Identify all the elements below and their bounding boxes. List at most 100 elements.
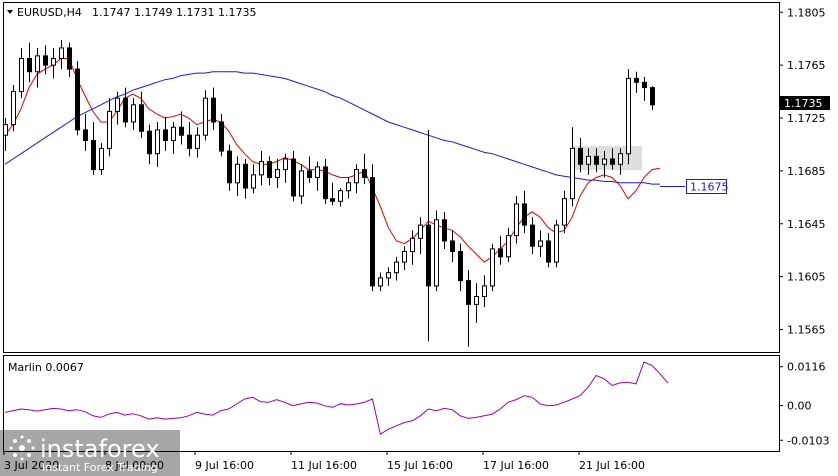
candle-bear bbox=[642, 81, 647, 89]
candle-bear bbox=[610, 158, 615, 165]
level-marker-label: 1.1675 bbox=[690, 181, 729, 194]
ma-slow-line bbox=[4, 71, 660, 185]
time-tick-label: 21 Jul 16:00 bbox=[579, 459, 645, 472]
candle-bull bbox=[131, 104, 136, 123]
dropdown-triangle-icon[interactable] bbox=[7, 10, 13, 14]
time-tick-label: 17 Jul 16:00 bbox=[483, 459, 549, 472]
candle-bull bbox=[107, 110, 112, 149]
candle-bull bbox=[203, 97, 208, 136]
candle-bull bbox=[586, 155, 591, 165]
candle-bear bbox=[458, 251, 463, 282]
candle-bear bbox=[450, 240, 455, 253]
candle-bull bbox=[618, 153, 623, 165]
candle-bear bbox=[91, 139, 96, 171]
candle-bull bbox=[562, 198, 567, 226]
price-axis: 1.1805 1.1765 1.1725 1.1685 1.1645 1.1605 1.15… bbox=[779, 6, 826, 337]
price-tick-label: 1.1565 bbox=[787, 324, 826, 337]
watermark: instaforex Instant Forex Trading bbox=[0, 430, 180, 476]
candle-bull bbox=[275, 169, 280, 178]
candle-bear bbox=[634, 77, 639, 83]
price-tick-label: 1.1765 bbox=[787, 59, 826, 72]
candle-bear bbox=[522, 203, 527, 226]
candle-bull bbox=[538, 240, 543, 247]
candle-bear bbox=[123, 97, 128, 123]
oscillator-axis: 0.0116 0.00 -0.0103 bbox=[779, 361, 829, 447]
candle-bull bbox=[171, 126, 176, 141]
price-tick-label: 1.1685 bbox=[787, 165, 826, 178]
candle-bull bbox=[299, 170, 304, 197]
price-pane-frame[interactable] bbox=[3, 2, 780, 353]
candle-bull bbox=[338, 190, 343, 202]
candle-bear bbox=[243, 163, 248, 189]
candle-bull bbox=[11, 91, 16, 126]
instaforex-logo-icon bbox=[9, 435, 35, 461]
candle-bull bbox=[51, 58, 56, 66]
candle-bear bbox=[323, 166, 328, 200]
watermark-backdrop bbox=[0, 430, 180, 476]
candle-bear bbox=[291, 158, 296, 197]
time-tick-label: 8 Jul 00:00 bbox=[105, 459, 164, 472]
candle-bear bbox=[27, 58, 32, 73]
ohlc-readout: 1.1747 1.1749 1.1731 1.1735 bbox=[92, 6, 256, 19]
candle-bear bbox=[578, 147, 583, 165]
candle-bull bbox=[514, 203, 519, 237]
candle-bear bbox=[219, 121, 224, 152]
osc-tick-label: 0.0116 bbox=[787, 361, 826, 374]
current-price-label: 1.1735 bbox=[784, 97, 823, 110]
candle-bull bbox=[155, 129, 160, 155]
candle-bull bbox=[3, 124, 8, 136]
candle-bear bbox=[147, 130, 152, 155]
candle-bull bbox=[235, 163, 240, 184]
price-tick-label: 1.1725 bbox=[787, 112, 826, 125]
candle-bull bbox=[410, 237, 415, 253]
candle-bull bbox=[259, 161, 264, 176]
candle-bear bbox=[466, 280, 471, 305]
candle-bull bbox=[554, 224, 559, 263]
candle-bull bbox=[474, 295, 479, 305]
time-axis: 3 Jul 2020 8 Jul 00:00 9 Jul 16:00 11 Jul 1… bbox=[3, 451, 645, 472]
candle-bear bbox=[650, 87, 655, 106]
candle-bear bbox=[330, 198, 335, 202]
ma-fast-line bbox=[4, 58, 661, 263]
watermark-brand: instaforex bbox=[40, 435, 160, 463]
candle-bear bbox=[67, 47, 72, 70]
candle-bear bbox=[75, 68, 80, 131]
price-tick-label: 1.1645 bbox=[787, 218, 826, 231]
oscillator-pane-frame[interactable] bbox=[3, 355, 780, 452]
symbol-label: EURUSD,H4 bbox=[17, 6, 82, 19]
candle-bear bbox=[43, 55, 48, 66]
candle-bear bbox=[362, 169, 367, 178]
candle-bull bbox=[386, 272, 391, 279]
candle-bull bbox=[346, 182, 351, 192]
candle-bull bbox=[378, 277, 383, 287]
marlin-line bbox=[4, 361, 669, 435]
ma-fast-layer bbox=[4, 58, 661, 263]
candle-bull bbox=[394, 261, 399, 274]
price-tick-label: 1.1605 bbox=[787, 271, 826, 284]
candle-bear bbox=[370, 177, 375, 287]
time-tick-label: 3 Jul 2020 bbox=[4, 459, 59, 472]
oscillator-layer bbox=[4, 361, 669, 435]
candle-bull bbox=[434, 219, 439, 287]
current-price-tag bbox=[780, 96, 830, 110]
candle-bear bbox=[179, 126, 184, 136]
candle-bull bbox=[602, 158, 607, 165]
candle-bull bbox=[626, 77, 631, 155]
candle-bear bbox=[267, 161, 272, 179]
time-tick-label: 9 Jul 16:00 bbox=[195, 459, 254, 472]
candle-bull bbox=[402, 251, 407, 263]
candle-bear bbox=[211, 97, 216, 123]
watermark-tagline: Instant Forex Trading bbox=[42, 461, 158, 474]
candle-bear bbox=[426, 224, 431, 287]
candle-bull bbox=[570, 147, 575, 200]
candle-bear bbox=[83, 129, 88, 141]
candles-layer bbox=[3, 40, 655, 347]
candle-bear bbox=[498, 248, 503, 258]
time-tick-label: 11 Jul 16:00 bbox=[291, 459, 357, 472]
candle-bear bbox=[594, 155, 599, 165]
candle-bull bbox=[19, 58, 24, 93]
candle-bull bbox=[354, 169, 359, 184]
candle-bull bbox=[482, 285, 487, 297]
candle-bear bbox=[139, 104, 144, 132]
